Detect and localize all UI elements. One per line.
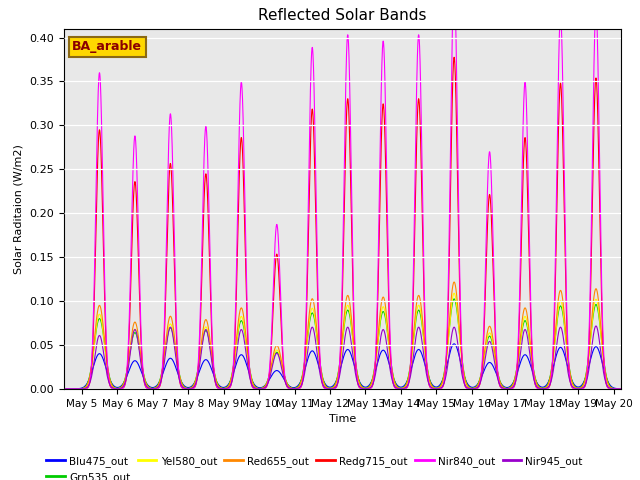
Nir840_out [617,386,625,392]
Text: BA_arable: BA_arable [72,40,142,53]
Grn535_out [451,296,458,302]
Yel580_out [617,386,625,392]
Yel580_out [537,385,545,391]
Red655_out [537,385,545,391]
Red655_out [523,309,531,314]
Yel580_out [363,385,371,391]
Nir840_out [60,386,68,392]
Nir945_out [60,386,68,392]
Red655_out [175,372,183,378]
Red655_out [451,279,458,285]
Nir840_out [523,105,531,111]
Redg715_out [523,156,531,161]
Line: Yel580_out: Yel580_out [64,293,621,389]
Redg715_out [451,54,458,60]
Grn535_out [523,320,531,326]
Blu475_out [537,384,545,390]
Redg715_out [617,386,625,392]
Nir945_out [617,386,625,392]
Nir945_out [495,380,503,386]
Line: Grn535_out: Grn535_out [64,299,621,389]
Blu475_out [175,375,183,381]
Blu475_out [451,341,458,347]
Grn535_out [617,386,625,392]
Nir945_out [175,377,183,383]
Title: Reflected Solar Bands: Reflected Solar Bands [258,9,427,24]
X-axis label: Time: Time [329,414,356,424]
Line: Nir945_out: Nir945_out [64,326,621,389]
Blu475_out [363,384,371,390]
Grn535_out [495,376,503,382]
Yel580_out [523,317,531,323]
Yel580_out [495,377,503,383]
Y-axis label: Solar Raditaion (W/m2): Solar Raditaion (W/m2) [14,144,24,274]
Redg715_out [175,377,183,383]
Yel580_out [451,290,458,296]
Blu475_out [393,382,401,388]
Redg715_out [393,386,401,392]
Nir840_out [363,386,371,392]
Nir840_out [393,386,401,392]
Red655_out [393,384,401,390]
Red655_out [495,376,503,382]
Red655_out [617,386,625,392]
Red655_out [60,386,68,392]
Blu475_out [495,377,503,383]
Red655_out [363,385,371,391]
Grn535_out [537,385,545,391]
Blu475_out [523,353,531,359]
Redg715_out [537,386,545,392]
Grn535_out [363,385,371,391]
Line: Red655_out: Red655_out [64,282,621,389]
Nir945_out [592,323,600,329]
Grn535_out [175,372,183,377]
Nir840_out [537,386,545,392]
Nir840_out [495,380,503,386]
Legend: Blu475_out, Grn535_out, Yel580_out, Red655_out, Redg715_out, Nir840_out, Nir945_: Blu475_out, Grn535_out, Yel580_out, Red6… [42,452,587,480]
Nir945_out [537,386,545,392]
Blu475_out [60,386,68,392]
Yel580_out [60,386,68,392]
Nir945_out [523,329,531,335]
Grn535_out [60,386,68,392]
Nir945_out [393,385,401,391]
Line: Redg715_out: Redg715_out [64,57,621,389]
Blu475_out [617,386,625,392]
Redg715_out [495,381,503,387]
Line: Nir840_out: Nir840_out [64,0,621,389]
Yel580_out [393,384,401,390]
Nir840_out [175,375,183,381]
Grn535_out [393,383,401,389]
Yel580_out [175,373,183,379]
Redg715_out [60,386,68,392]
Redg715_out [363,386,371,392]
Line: Blu475_out: Blu475_out [64,344,621,389]
Nir945_out [363,386,371,392]
